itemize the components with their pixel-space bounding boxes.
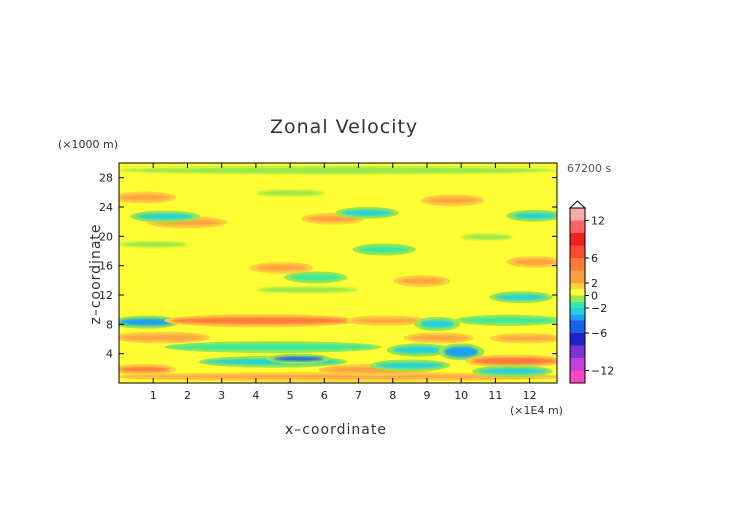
- contour-band: [444, 346, 479, 358]
- x-axis-label: x–coordinate: [285, 422, 387, 438]
- contour-band: [255, 286, 359, 293]
- contour-field: [119, 166, 557, 382]
- y-tick-label: 12: [99, 289, 113, 302]
- contour-band: [119, 318, 174, 326]
- contour-band: [461, 234, 513, 240]
- colorbar-tick-label: 12: [591, 215, 605, 228]
- colorbar-overflow-arrow: [568, 200, 587, 209]
- x-tick-label: 6: [321, 389, 328, 402]
- x-tick-label: 10: [454, 389, 468, 402]
- contour-band: [461, 317, 557, 323]
- y-tick-label: 16: [99, 260, 113, 273]
- colorbar-swatch: [570, 308, 585, 315]
- colorbar-swatch: [570, 345, 585, 358]
- contour-band: [170, 344, 376, 351]
- colorbar: 12 6 20−2 −6 −12: [568, 200, 614, 384]
- contour-band: [119, 194, 171, 201]
- colorbar-swatch: [570, 208, 585, 221]
- x-axis-unit: (×1E4 m): [510, 404, 563, 417]
- contour-band: [375, 362, 445, 369]
- contour-band: [170, 317, 352, 325]
- colorbar-tick-label: −12: [591, 365, 614, 378]
- colorbar-swatch: [570, 289, 585, 296]
- contour-band: [512, 212, 557, 219]
- colorbar-swatch: [570, 333, 585, 346]
- colorbar-swatch: [570, 314, 585, 321]
- x-tick-label: 2: [184, 389, 191, 402]
- contour-band: [272, 356, 325, 361]
- plot-area: [118, 162, 558, 384]
- colorbar-swatch: [570, 245, 585, 258]
- colorbar-tick-label: −6: [591, 327, 607, 340]
- colorbar-tick-label: −2: [591, 302, 607, 315]
- contour-band: [119, 241, 188, 248]
- colorbar-swatch: [570, 358, 585, 371]
- y-axis-unit: (×1000 m): [58, 138, 119, 151]
- x-tick-label: 5: [287, 389, 294, 402]
- colorbar-swatch: [570, 301, 585, 308]
- x-tick-label: 1: [150, 389, 157, 402]
- contour-band: [471, 357, 557, 365]
- plot-title: Zonal Velocity: [270, 116, 419, 138]
- contour-band: [392, 346, 445, 354]
- colorbar-swatch: [570, 320, 585, 333]
- colorbar-tick-label: 0: [591, 290, 598, 303]
- contour-band: [255, 190, 325, 196]
- contour-band: [290, 274, 342, 281]
- contour-band: [399, 278, 445, 285]
- contour-band: [351, 318, 421, 323]
- contour-band: [495, 336, 557, 341]
- y-tick-label: 24: [99, 201, 113, 214]
- colorbar-swatch: [570, 295, 585, 302]
- colorbar-swatch: [570, 283, 585, 290]
- contour-band: [307, 215, 359, 222]
- x-tick-label: 7: [355, 389, 362, 402]
- contour-band: [420, 319, 455, 329]
- colorbar-swatch: [570, 220, 585, 233]
- contour-band: [426, 197, 479, 204]
- contour-band: [341, 209, 393, 216]
- x-tick-label: 3: [218, 389, 225, 402]
- time-label: 67200 s: [567, 162, 612, 175]
- contour-band: [358, 246, 410, 253]
- colorbar-swatch: [570, 370, 585, 383]
- y-tick-label: 28: [99, 172, 113, 185]
- y-tick-label: 4: [106, 348, 113, 361]
- x-tick-label: 11: [488, 389, 502, 402]
- contour-band: [409, 335, 469, 341]
- y-tick-label: 20: [99, 230, 113, 243]
- contour-band: [119, 366, 171, 372]
- contour-band: [119, 374, 557, 379]
- contour-band: [136, 213, 195, 220]
- contour-band: [495, 294, 547, 301]
- y-axis: 4 8 12 16 20 24 28: [99, 172, 557, 361]
- x-axis: 1 2 3 4 5 6 7 8 9 10 11 12: [150, 163, 537, 402]
- x-tick-label: 12: [523, 389, 537, 402]
- x-tick-label: 8: [389, 389, 396, 402]
- contour-band: [478, 368, 547, 375]
- contour-band: [255, 264, 308, 271]
- contour-band: [512, 259, 557, 265]
- colorbar-tick-label: 2: [591, 277, 598, 290]
- colorbar-swatch: [570, 233, 585, 246]
- contour-band: [119, 166, 557, 174]
- colorbar-tick-label: 6: [591, 252, 598, 265]
- colorbar-swatch: [570, 270, 585, 283]
- plot-frame: [118, 162, 558, 384]
- colorbar-swatch: [570, 258, 585, 271]
- contour-band: [119, 334, 205, 341]
- x-tick-label: 4: [252, 389, 259, 402]
- y-tick-label: 8: [106, 318, 113, 331]
- x-tick-label: 9: [423, 389, 430, 402]
